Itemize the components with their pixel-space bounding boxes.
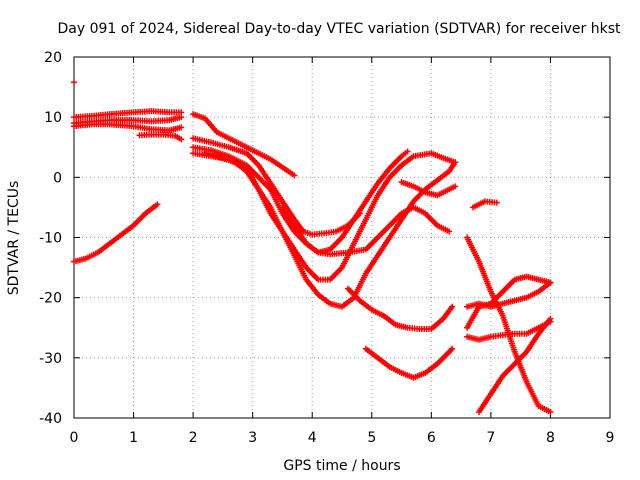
series-s11 <box>202 150 459 310</box>
y-tick-label: 20 <box>44 50 62 66</box>
y-tick-label: -30 <box>39 351 62 367</box>
series-s2 <box>71 201 161 265</box>
series-s17 <box>470 198 500 211</box>
data-point <box>547 279 554 286</box>
chart-title: Day 091 of 2024, Sidereal Day-to-day VTE… <box>58 21 621 37</box>
series-s13 <box>398 179 459 199</box>
x-tick-labels: 0 1 2 3 4 5 6 7 8 9 <box>70 430 615 446</box>
x-tick-label: 5 <box>367 430 376 446</box>
series-s19 <box>464 318 554 343</box>
x-tick-label: 0 <box>70 430 79 446</box>
x-tick-label: 4 <box>308 430 317 446</box>
series-s18 <box>464 273 554 331</box>
data-point <box>291 172 298 179</box>
series-s5 <box>71 121 185 134</box>
x-axis-label: GPS time / hours <box>283 458 400 474</box>
data-points <box>71 79 554 415</box>
data-point <box>154 201 161 208</box>
data-point <box>178 114 185 121</box>
x-tick-label: 2 <box>189 430 198 446</box>
series-s6 <box>136 131 185 143</box>
y-tick-label: 0 <box>53 170 62 186</box>
series-s7 <box>190 111 298 179</box>
y-tick-label: -10 <box>39 231 62 247</box>
data-point <box>493 199 500 206</box>
data-point <box>446 228 453 235</box>
series-s15 <box>362 345 456 381</box>
data-point <box>178 124 185 131</box>
x-tick-label: 1 <box>129 430 138 446</box>
series-s21 <box>475 315 554 415</box>
data-point <box>178 136 185 143</box>
y-axis-label: SDTVAR / TECUs <box>6 181 22 296</box>
data-point <box>452 159 459 166</box>
data-point <box>452 183 459 190</box>
x-tick-label: 7 <box>486 430 495 446</box>
series-s20 <box>464 279 554 310</box>
series-s12 <box>279 148 411 256</box>
data-point <box>449 303 456 310</box>
series-s14 <box>344 285 456 332</box>
data-point <box>449 345 456 352</box>
x-tick-label: 6 <box>427 430 436 446</box>
x-tick-label: 3 <box>248 430 257 446</box>
y-tick-label: 10 <box>44 110 62 126</box>
x-tick-label: 8 <box>546 430 555 446</box>
data-point <box>547 315 554 322</box>
y-tick-label: -40 <box>39 411 62 427</box>
y-tick-labels: 20 10 0 -10 -20 -30 -40 <box>39 50 62 427</box>
y-tick-label: -20 <box>39 291 62 307</box>
data-point <box>71 79 77 86</box>
series-s10 <box>190 150 459 283</box>
data-point <box>404 148 411 155</box>
axis-ticks <box>73 56 611 419</box>
series-s1 <box>71 79 77 86</box>
series-s3 <box>71 108 185 121</box>
data-point <box>547 408 554 415</box>
x-tick-label: 9 <box>606 430 615 446</box>
